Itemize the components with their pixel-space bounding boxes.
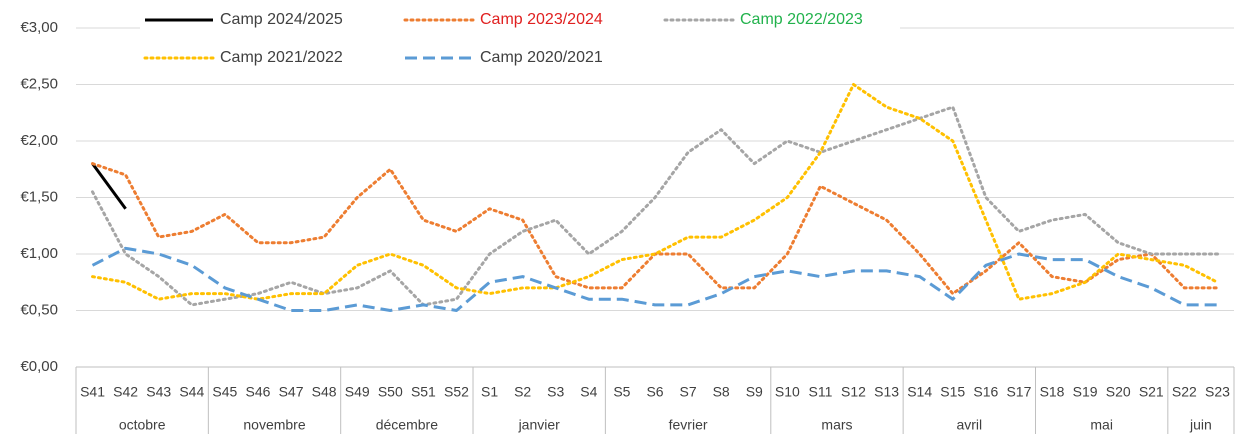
x-tick-label: S7 xyxy=(680,384,697,400)
y-tick-label: €1,00 xyxy=(20,245,58,262)
x-tick-label: S20 xyxy=(1106,384,1131,400)
group-label: décembre xyxy=(376,417,438,433)
legend-label: Camp 2022/2023 xyxy=(740,11,863,28)
x-tick-label: S9 xyxy=(746,384,763,400)
x-tick-label: S45 xyxy=(212,384,237,400)
x-tick-label: S51 xyxy=(411,384,436,400)
x-tick-label: S52 xyxy=(444,384,469,400)
group-label: octobre xyxy=(119,417,166,433)
x-tick-label: S15 xyxy=(940,384,965,400)
series-line xyxy=(91,162,1219,296)
legend-label: Camp 2023/2024 xyxy=(480,11,603,28)
legend-background xyxy=(140,4,900,74)
group-label: janvier xyxy=(518,417,561,433)
x-tick-label: S50 xyxy=(378,384,403,400)
x-tick-label: S4 xyxy=(580,384,597,400)
x-tick-label: S48 xyxy=(312,384,337,400)
y-tick-label: €2,50 xyxy=(20,75,58,92)
x-tick-label: S11 xyxy=(808,384,832,400)
x-tick-label: S16 xyxy=(973,384,998,400)
x-tick-label: S17 xyxy=(1006,384,1031,400)
legend-label: Camp 2020/2021 xyxy=(480,49,603,66)
y-tick-label: €1,50 xyxy=(20,188,58,205)
y-tick-label: €0,00 xyxy=(20,358,58,375)
x-tick-label: S47 xyxy=(279,384,304,400)
legend-label: Camp 2024/2025 xyxy=(220,11,343,28)
x-tick-label: S13 xyxy=(874,384,899,400)
group-label: avril xyxy=(956,417,982,433)
y-tick-label: €3,00 xyxy=(20,19,58,36)
group-label: mars xyxy=(821,417,852,433)
x-tick-label: S12 xyxy=(841,384,866,400)
x-tick-label: S42 xyxy=(113,384,138,400)
x-tick-label: S46 xyxy=(246,384,271,400)
x-tick-label: S1 xyxy=(481,384,498,400)
series-line xyxy=(91,105,1219,307)
x-tick-label: S41 xyxy=(80,384,105,400)
series-line xyxy=(91,162,127,210)
x-tick-label: S22 xyxy=(1172,384,1197,400)
x-tick-label: S23 xyxy=(1205,384,1230,400)
x-tick-label: S6 xyxy=(646,384,663,400)
x-tick-label: S43 xyxy=(146,384,171,400)
x-tick-label: S8 xyxy=(713,384,730,400)
x-tick-label: S44 xyxy=(179,384,204,400)
series-line xyxy=(91,83,1219,301)
x-tick-label: S10 xyxy=(775,384,800,400)
y-tick-label: €2,00 xyxy=(20,132,58,149)
group-label: novembre xyxy=(243,417,305,433)
x-tick-label: S2 xyxy=(514,384,531,400)
x-tick-label: S49 xyxy=(345,384,370,400)
x-tick-label: S5 xyxy=(613,384,630,400)
x-tick-label: S19 xyxy=(1073,384,1098,400)
x-tick-label: S14 xyxy=(907,384,932,400)
x-tick-label: S18 xyxy=(1040,384,1065,400)
group-label: juin xyxy=(1189,417,1212,433)
legend-label: Camp 2021/2022 xyxy=(220,49,343,66)
x-tick-label: S3 xyxy=(547,384,564,400)
y-tick-label: €0,50 xyxy=(20,301,58,318)
group-label: mai xyxy=(1090,417,1113,433)
series-line xyxy=(91,246,1218,312)
group-label: fevrier xyxy=(669,417,708,433)
x-tick-label: S21 xyxy=(1139,384,1164,400)
